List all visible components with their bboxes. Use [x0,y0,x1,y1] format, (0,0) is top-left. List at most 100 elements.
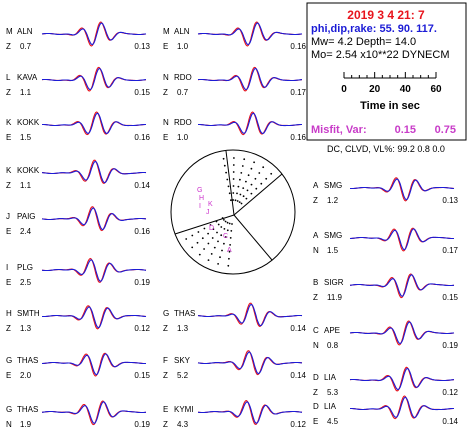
nodal-plane [174,214,235,235]
compression-dot [234,199,237,202]
trace-panel: E KYMI Z 4.3 0.12 [163,400,307,427]
trace-component: D [313,373,319,382]
synthetic-waveform [41,401,146,424]
trace-amplitude: 5.2 [177,371,189,380]
compression-dot [229,244,232,246]
trace-panel: I PLG E 2.5 0.19 [6,257,151,287]
synthetic-waveform [349,228,454,251]
trace-amplitude: 1.2 [327,196,339,205]
trace-amplitude: 11.9 [327,293,343,302]
trace-scale: 0.15 [442,293,458,302]
trace-scale: 0.16 [290,42,306,51]
trace-scale: 0.17 [290,88,306,97]
compression-dot [233,157,235,159]
trace-panel: B SIGR Z 11.9 0.15 [313,273,459,302]
synthetic-waveform [197,351,303,375]
trace-component: G [6,405,12,414]
synthetic-waveform [197,304,303,327]
misfit-label: Misfit, Var: [311,124,367,136]
trace-panel: M ALN Z 0.7 0.13 [6,21,151,51]
compression-dot [185,238,188,240]
trace-amplitude: 1.9 [20,420,32,427]
trace-scale: 0.14 [442,417,458,426]
compression-dot [240,202,243,205]
compression-dot [203,248,206,250]
synthetic-waveform [197,67,303,91]
station-mark: A [227,247,232,254]
trace-component: F [163,356,168,365]
trace-station: KOKK [17,118,40,127]
compression-dot [213,246,216,249]
synthetic-waveform [41,67,147,91]
trace-component: N [163,118,169,127]
compression-dot [212,228,215,231]
compression-dot [191,246,194,249]
trace-scale: 0.17 [442,246,458,255]
trace-scale: 0.15 [134,371,150,380]
trace-component: A [313,181,319,190]
trace-amplitude: 0.7 [177,88,189,97]
observed-waveform [350,395,454,420]
compression-dot [236,200,239,202]
observed-waveform [41,66,147,92]
synthetic-waveform [41,22,147,46]
compression-dot [270,172,273,175]
compression-dot [191,234,194,237]
station-mark: H [199,195,204,202]
compression-dot [203,227,206,230]
synthetic-waveform [198,401,303,424]
misfit-value: 0.15 [395,124,416,136]
compression-dot [255,187,258,190]
compression-dot [232,164,235,166]
synthetic-waveform [350,178,455,201]
variance-value: 0.75 [435,124,456,136]
trace-panel: D LIA E 4.5 0.14 [313,395,459,426]
compression-dot [231,223,233,225]
station-mark: J [206,209,210,216]
trace-station: THAS [17,356,38,365]
compression-dot [219,256,221,259]
compression-dot [207,242,210,245]
trace-scale: 0.12 [134,324,150,333]
station-mark: D [209,225,214,232]
trace-panel: A SMG N 1.5 0.17 [313,227,459,255]
trace-scale: 0.19 [134,278,150,287]
time-scale-axis: 0 20 40 60 Time in sec [341,72,442,112]
compression-dot [239,178,241,181]
compression-dot [223,219,225,221]
synthetic-waveform [349,274,454,297]
compression-dot [201,237,204,240]
dc-clvd-vl-percent: DC, CLVD, VL%: 99.2 0.8 0.0 [327,144,445,154]
trace-station: RDO [174,73,192,82]
compression-dot [239,193,242,196]
trace-amplitude: 5.3 [327,388,339,397]
compression-dot [262,166,265,169]
fault-parameters: phi,dip,rake: 55. 90. 117. [311,23,437,35]
compression-dot [232,171,235,173]
trace-scale: 0.16 [134,227,150,236]
station-mark: G [197,187,202,194]
compression-dot [245,197,248,200]
observed-waveform [41,257,147,283]
observed-waveform [197,66,302,92]
compression-dot [254,177,257,180]
trace-channel: Z [313,196,318,205]
compression-dot [207,232,210,235]
synthetic-waveform [198,112,302,134]
trace-station: KAVA [17,73,38,82]
trace-component: L [6,73,11,82]
trace-panel: N RDO E 1.0 0.16 [163,111,307,142]
compression-dot [243,158,246,161]
compression-dot [250,167,253,170]
observed-waveform [197,400,303,425]
compression-dot [221,249,223,252]
time-tick-0: 0 [341,84,347,95]
trace-panel: L KAVA Z 1.1 0.15 [6,66,151,97]
trace-channel: Z [163,420,168,427]
trace-panel: H SMTH Z 1.3 0.12 [6,305,151,333]
trace-panel: F SKY Z 5.2 0.14 [163,350,307,380]
compression-dots [185,157,273,267]
trace-scale: 0.12 [290,420,306,427]
synthetic-waveform [349,321,455,345]
